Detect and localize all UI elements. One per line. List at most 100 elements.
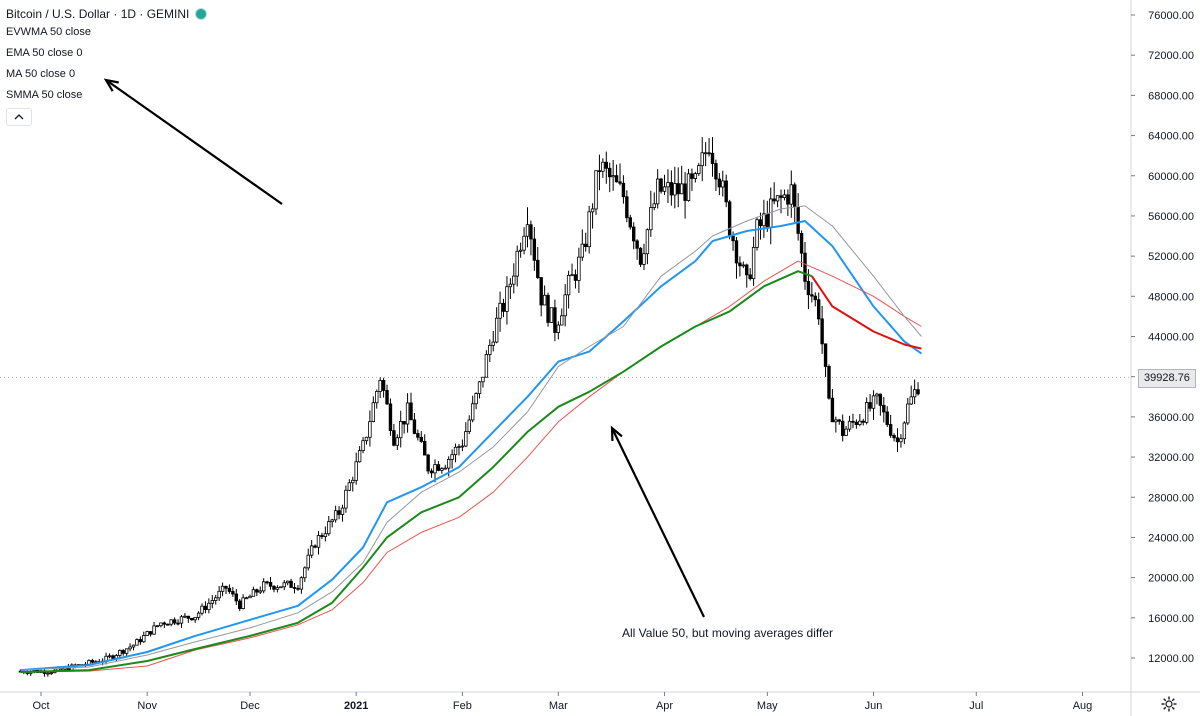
y-tick-label: 60000.00: [1148, 171, 1194, 183]
candle-body: [594, 170, 598, 210]
candle-body: [90, 660, 95, 663]
legend-indicator-smma[interactable]: SMMA 50 close: [6, 89, 83, 101]
candle-body: [820, 318, 824, 345]
candle-body: [279, 586, 283, 589]
candle-body: [868, 402, 872, 409]
candle-body: [560, 315, 564, 326]
candle-body: [450, 454, 454, 460]
candle-body: [375, 391, 379, 404]
ma-line-evwma: [20, 220, 923, 672]
candle-body: [621, 182, 626, 198]
annotation-arrows: [103, 78, 705, 618]
candle-body: [515, 250, 519, 277]
candlesticks: [18, 137, 920, 677]
candle-body: [460, 445, 465, 448]
candle-body: [145, 631, 149, 636]
candle-body: [590, 208, 595, 213]
candle-body: [851, 420, 855, 423]
candle-body: [299, 577, 304, 590]
candle-body: [830, 397, 835, 423]
candle-body: [871, 395, 876, 409]
current-price-label: 39928.76: [1138, 369, 1196, 388]
candle-body: [700, 152, 704, 167]
ma-line-ma: [20, 205, 922, 671]
candle-body: [779, 195, 783, 198]
candle-body: [679, 183, 684, 195]
candle-body: [419, 436, 423, 442]
candle-body: [357, 450, 362, 463]
candle-body: [361, 440, 365, 451]
candle-body: [844, 428, 848, 436]
candle-body: [690, 173, 694, 179]
candle-body: [138, 639, 143, 643]
arrow-to-averages-head: [610, 425, 623, 442]
x-tick-label: Feb: [453, 700, 472, 712]
candle-body: [508, 283, 513, 288]
candle-body: [655, 178, 660, 205]
candle-body: [457, 446, 461, 448]
candle-body: [676, 183, 680, 195]
y-tick-label: 24000.00: [1148, 532, 1194, 544]
candle-body: [813, 295, 817, 301]
collapse-legend-button[interactable]: [6, 108, 32, 126]
legend-indicator-evwma[interactable]: EVWMA 50 close: [6, 26, 91, 38]
candle-body: [217, 590, 221, 599]
candle-body: [861, 420, 865, 423]
candle-body: [542, 294, 547, 306]
x-tick-label: Apr: [656, 700, 673, 712]
candle-body: [162, 622, 167, 625]
candle-body: [806, 280, 811, 296]
y-tick-label: 36000.00: [1148, 412, 1194, 424]
candle-body: [166, 623, 170, 626]
candle-body: [220, 585, 225, 592]
candle-body: [214, 597, 218, 601]
candle-body: [536, 259, 540, 278]
candle-body: [823, 343, 828, 367]
legend-indicator-ma[interactable]: MA 50 close 0: [6, 68, 76, 80]
candle-body: [210, 600, 214, 604]
candle-body: [631, 226, 636, 242]
symbol-header[interactable]: Bitcoin / U.S. Dollar · 1D · GEMINI: [6, 6, 208, 22]
candle-body: [796, 206, 800, 234]
candle-body: [697, 165, 701, 175]
candle-body: [717, 178, 722, 188]
gear-icon[interactable]: [1161, 696, 1177, 712]
candle-body: [745, 264, 749, 276]
candle-body: [142, 635, 146, 643]
candle-body: [258, 590, 262, 593]
candle-body: [265, 581, 269, 584]
candle-body: [789, 184, 793, 205]
candle-body: [354, 461, 358, 481]
x-tick-label: Aug: [1073, 700, 1093, 712]
candle-body: [251, 589, 256, 597]
candle-body: [124, 648, 129, 654]
candle-body: [882, 404, 886, 413]
candle-body: [912, 389, 917, 398]
candle-body: [292, 587, 297, 589]
candle-body: [532, 238, 537, 261]
candle-body: [625, 196, 629, 219]
candle-body: [501, 302, 506, 312]
candle-body: [200, 605, 204, 614]
candle-body: [392, 430, 396, 446]
candle-body: [522, 235, 526, 251]
candle-body: [899, 438, 903, 443]
candle-body: [854, 421, 859, 425]
candle-body: [878, 393, 883, 406]
candle-body: [731, 235, 735, 242]
candle-body: [710, 152, 715, 164]
legend-indicator-ema[interactable]: EMA 50 close 0: [6, 47, 83, 59]
candle-body: [409, 402, 413, 421]
candle-body: [306, 554, 310, 569]
y-tick-label: 56000.00: [1148, 211, 1194, 223]
candle-body: [840, 420, 845, 436]
candle-body: [231, 591, 235, 595]
candle-body: [909, 396, 913, 405]
candle-body: [207, 602, 211, 611]
candle-body: [179, 616, 184, 624]
candle-body: [573, 274, 578, 281]
candle-body: [714, 163, 718, 180]
candle-body: [477, 381, 482, 394]
candle-body: [669, 182, 674, 196]
